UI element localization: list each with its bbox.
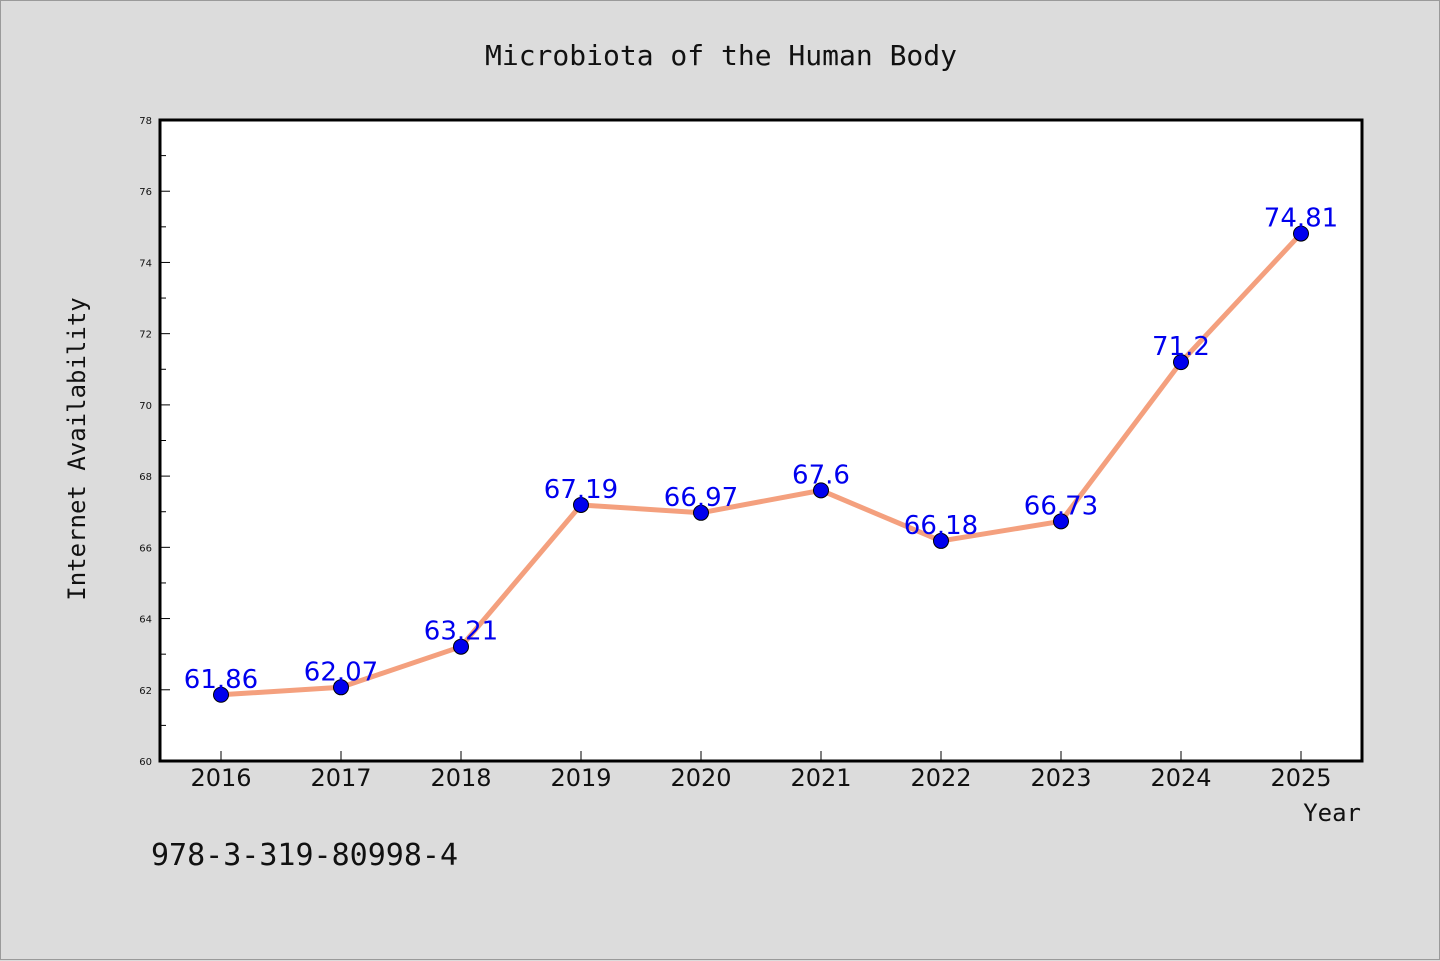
y-tick-label: 74: [139, 258, 152, 269]
data-label: 62.07: [304, 657, 378, 687]
y-tick-label: 66: [139, 543, 152, 554]
data-labels: 61.86 62.07 63.21 67.19 66.97 67.6 66.18 66.73 7…: [184, 204, 1338, 695]
y-tick-label: 70: [139, 401, 152, 412]
x-axis: 2016 2017 2018 2019 2020 2021 2022 2023 2024 2025: [190, 751, 1332, 792]
chart-title: Microbiota of the Human Body: [485, 39, 957, 72]
x-tick-label: 2020: [670, 764, 731, 792]
y-tick-label: 64: [139, 615, 152, 626]
data-point: [933, 532, 949, 549]
data-label: 66.73: [1024, 491, 1098, 521]
x-tick-label: 2024: [1150, 764, 1211, 792]
y-tick-label: 62: [139, 686, 152, 697]
data-point: [693, 504, 709, 521]
plot-area: [158, 118, 1364, 763]
x-tick-label: 2023: [1030, 764, 1091, 792]
x-tick-label: 2021: [790, 764, 851, 792]
data-points: [213, 225, 1309, 703]
data-point: [573, 496, 589, 513]
y-tick-label: 78: [139, 116, 152, 127]
y-axis: 60 62 64 66 68 70 72 74 76 78: [139, 116, 170, 768]
x-tick-label: 2019: [550, 764, 611, 792]
x-tick-label: 2022: [910, 764, 971, 792]
y-axis-label: Internet Availability: [63, 297, 91, 600]
y-tick-label: 68: [139, 472, 152, 483]
x-axis-label: Year: [1303, 799, 1361, 827]
data-label: 74.81: [1264, 204, 1338, 234]
data-point: [333, 679, 349, 696]
data-label: 67.6: [792, 460, 850, 490]
caption-isbn: 978-3-319-80998-4: [151, 838, 458, 873]
data-point: [1293, 225, 1309, 242]
x-tick-label: 2018: [430, 764, 491, 792]
series-line: [218, 231, 1304, 698]
data-point: [1173, 354, 1189, 371]
y-tick-label: 60: [139, 757, 152, 768]
data-point: [453, 638, 469, 655]
data-label: 63.21: [424, 617, 498, 647]
x-tick-label: 2025: [1270, 764, 1331, 792]
data-label: 71.2: [1152, 332, 1210, 362]
x-tick-label: 2017: [310, 764, 371, 792]
y-tick-label: 76: [139, 187, 152, 198]
data-point: [1053, 513, 1069, 530]
data-label: 66.97: [664, 483, 738, 513]
data-point: [213, 686, 229, 703]
data-label: 66.18: [904, 511, 978, 541]
y-tick-label: 72: [139, 330, 152, 341]
x-tick-label: 2016: [190, 764, 251, 792]
data-point: [813, 482, 829, 499]
data-label: 61.86: [184, 665, 258, 695]
data-label: 67.19: [544, 475, 618, 505]
